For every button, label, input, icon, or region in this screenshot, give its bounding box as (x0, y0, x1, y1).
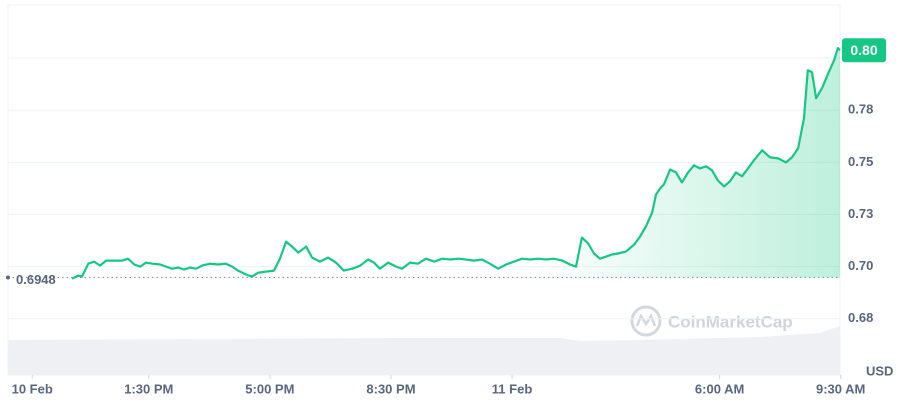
last-price-badge (842, 38, 886, 63)
y-tick-label: 0.68 (848, 310, 873, 325)
open-price-label: 0.6948 (16, 272, 56, 287)
y-tick-label: 0.78 (848, 102, 873, 117)
x-tick-label: 6:00 AM (695, 381, 744, 396)
price-line (71, 47, 841, 280)
y-tick-label: 0.70 (848, 258, 873, 273)
y-tick-label: 0.73 (848, 206, 873, 221)
x-tick-label: 8:30 PM (366, 381, 415, 396)
x-tick-label: 10 Feb (12, 381, 53, 396)
last-price-label: 0.80 (850, 42, 877, 58)
x-tick-label: 1:30 PM (124, 381, 173, 396)
volume-area (8, 326, 840, 375)
x-tick-label: 9:30 AM (816, 381, 865, 396)
price-area (72, 48, 840, 279)
open-price-dot (6, 275, 10, 280)
currency-label: USD (866, 363, 893, 378)
x-tick-label: 11 Feb (492, 381, 533, 396)
x-tick-label: 5:00 PM (245, 381, 294, 396)
watermark-text: CoinMarketCap (668, 312, 793, 331)
y-tick-label: 0.75 (848, 154, 873, 169)
watermark: CoinMarketCap (630, 305, 793, 337)
